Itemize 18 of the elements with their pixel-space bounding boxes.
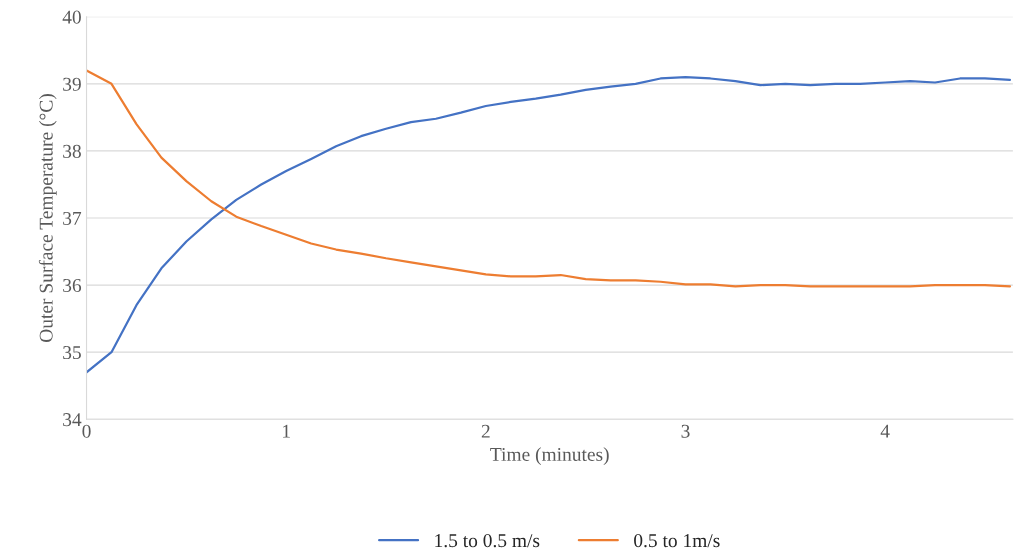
y-tick-label: 40 [62, 10, 81, 24]
legend-label: 0.5 to 1m/s [634, 534, 720, 548]
legend-label: 1.5 to 0.5 m/s [435, 534, 540, 548]
y-axis-title: Outer Surface Temperature (°C) [38, 94, 57, 342]
x-tick-label: 0 [82, 424, 91, 438]
y-tick-label: 36 [63, 278, 82, 293]
y-tick-label: 39 [63, 77, 81, 91]
y-tick-label: 37 [63, 211, 82, 225]
x-tick-label: 1 [283, 424, 290, 438]
x-axis-title: Time (minutes) [490, 447, 609, 465]
x-tick-label: 3 [681, 424, 690, 438]
x-tick-label: 2 [481, 424, 490, 438]
line-series [86, 69, 1012, 288]
x-tick-label: 4 [880, 424, 890, 438]
line-series [86, 76, 1012, 374]
y-tick-label: 38 [63, 144, 81, 158]
y-tick-label: 34 [63, 413, 82, 427]
y-tick-label: 35 [63, 346, 81, 360]
